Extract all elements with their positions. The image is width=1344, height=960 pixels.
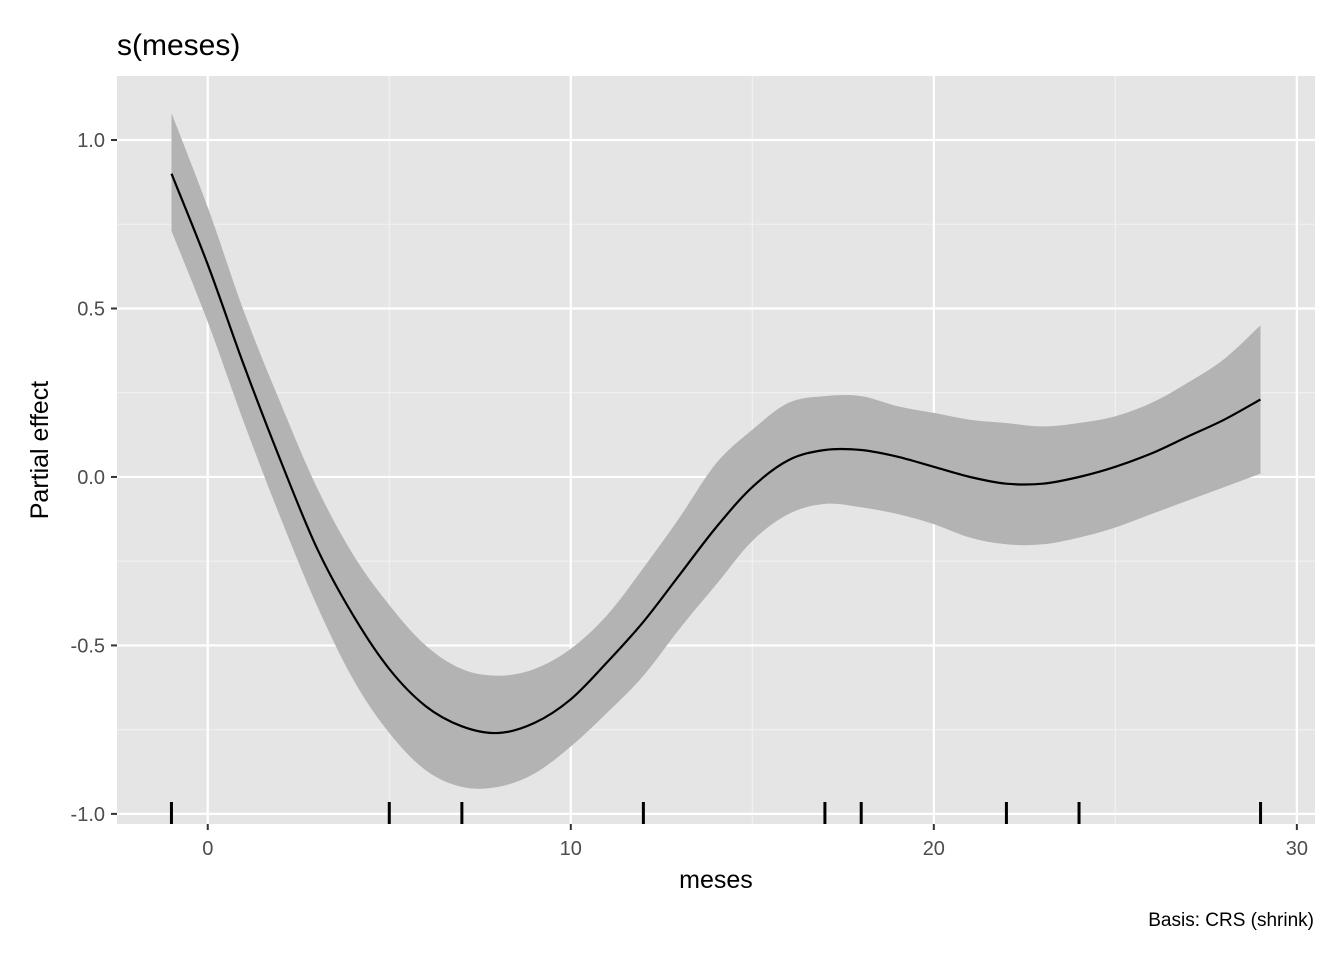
rug-layer	[169, 802, 1263, 824]
y-tick-label: 0.0	[77, 467, 105, 489]
y-tick-label: 1.0	[77, 130, 105, 152]
x-axis: 0 10 20 30	[202, 824, 1308, 860]
estimate-line	[170, 173, 1262, 735]
y-tick-label: -1.0	[71, 804, 105, 826]
x-tick-label: 20	[923, 838, 945, 860]
y-axis: -1.0 -0.5 0.0 0.5 1.0	[71, 130, 117, 826]
chart-caption: Basis: CRS (shrink)	[1148, 910, 1314, 931]
estimate-line-layer	[170, 173, 1262, 735]
y-tick-label: 0.5	[77, 298, 105, 320]
chart-title: s(meses)	[117, 29, 240, 62]
x-tick-label: 0	[202, 838, 213, 860]
y-tick-label: -0.5	[71, 635, 105, 657]
y-axis-title: Partial effect	[26, 381, 54, 520]
confidence-band	[171, 113, 1261, 789]
x-tick-label: 10	[560, 838, 582, 860]
x-tick-label: 30	[1286, 838, 1308, 860]
x-axis-title: meses	[679, 866, 753, 894]
confidence-band-layer	[171, 113, 1261, 789]
